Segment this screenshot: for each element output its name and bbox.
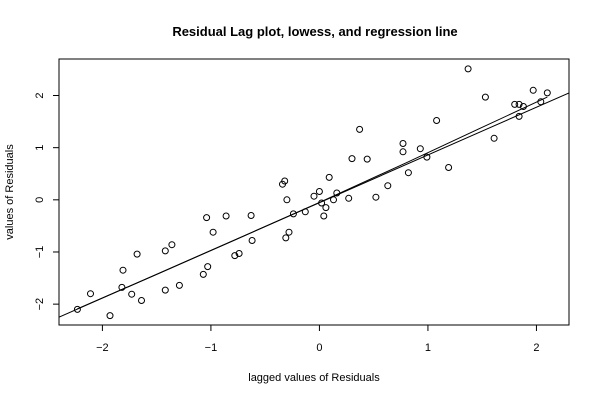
lowess-line — [77, 96, 548, 310]
data-point — [333, 189, 341, 197]
data-point — [119, 266, 127, 274]
data-point — [399, 148, 407, 156]
data-point — [161, 247, 169, 255]
x-axis: −2 −1 0 1 2 — [96, 325, 540, 354]
x-tick-label: 2 — [533, 342, 539, 354]
data-point — [511, 100, 519, 108]
x-tick-label: 1 — [425, 342, 431, 354]
data-point — [161, 286, 169, 294]
data-point — [330, 196, 337, 204]
x-tick-label: −2 — [96, 342, 109, 354]
data-point — [315, 188, 323, 195]
data-point — [310, 192, 318, 200]
data-point — [106, 312, 114, 320]
data-point — [529, 86, 537, 94]
x-axis-label: lagged values of Residuals — [248, 372, 380, 384]
y-tick-label: −2 — [34, 298, 46, 311]
data-point — [320, 212, 328, 220]
data-point — [537, 98, 545, 106]
data-point — [363, 155, 371, 163]
data-point — [168, 241, 176, 249]
data-point — [345, 194, 353, 202]
data-point — [87, 290, 94, 298]
data-point — [515, 112, 523, 120]
data-point — [325, 173, 333, 181]
data-point — [404, 169, 412, 177]
data-point — [399, 140, 407, 147]
data-point — [133, 250, 141, 258]
plot-frame — [58, 58, 570, 326]
y-tick-label: −1 — [34, 246, 46, 259]
data-point — [384, 182, 392, 190]
y-tick-label: 1 — [34, 145, 46, 151]
data-point — [445, 164, 453, 171]
data-point — [203, 214, 211, 222]
data-point — [138, 297, 145, 304]
data-point — [490, 134, 498, 142]
data-point — [515, 100, 523, 108]
data-point — [289, 210, 297, 218]
data-point — [285, 228, 293, 236]
fit-lines — [59, 92, 569, 318]
data-point — [209, 228, 217, 236]
data-point — [128, 290, 136, 298]
data-point — [356, 125, 364, 133]
data-point — [118, 283, 126, 291]
data-point — [175, 281, 183, 289]
y-tick-label: 2 — [34, 92, 46, 98]
data-point — [348, 155, 356, 163]
data-point — [423, 153, 431, 161]
data-point — [543, 89, 551, 97]
data-point — [283, 196, 291, 204]
x-tick-label: 0 — [316, 342, 322, 354]
data-points — [73, 65, 551, 320]
data-point — [464, 65, 472, 73]
data-point — [481, 93, 489, 101]
data-point — [222, 212, 230, 220]
data-point — [281, 177, 289, 185]
data-point — [73, 305, 81, 313]
data-point — [519, 103, 527, 110]
y-tick-label: 0 — [34, 197, 46, 203]
data-point — [247, 212, 255, 219]
data-point — [318, 199, 326, 207]
data-point — [235, 250, 243, 257]
data-point — [416, 145, 424, 153]
y-axis-label: values of Residuals — [4, 144, 16, 240]
data-point — [282, 234, 290, 242]
data-point — [372, 193, 380, 201]
data-point — [322, 204, 330, 212]
data-point — [231, 252, 239, 260]
data-point — [204, 263, 212, 271]
data-point — [248, 237, 256, 244]
x-tick-label: −1 — [205, 342, 218, 354]
data-point — [433, 117, 441, 124]
data-point — [301, 208, 309, 216]
chart-title: Residual Lag plot, lowess, and regressio… — [172, 24, 457, 39]
data-point — [199, 270, 207, 278]
y-axis: −2 −1 0 1 2 — [34, 92, 59, 310]
